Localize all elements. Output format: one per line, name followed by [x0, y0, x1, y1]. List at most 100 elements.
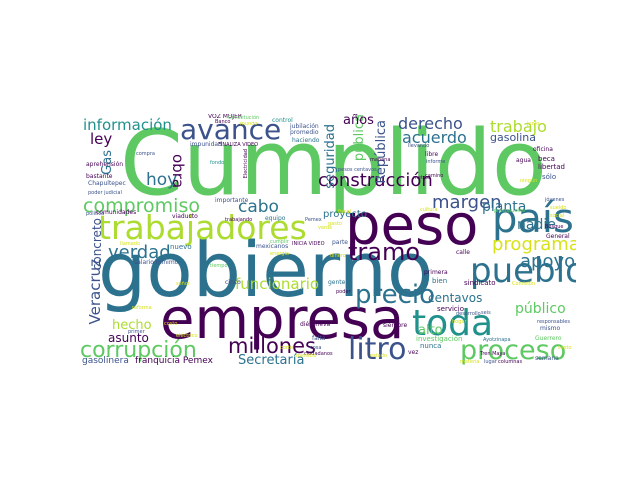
word: libertad	[538, 163, 565, 171]
word: Tren Maya	[480, 351, 506, 357]
word: ministro	[296, 353, 317, 359]
word: falta	[312, 335, 326, 342]
word: planta	[482, 199, 527, 215]
word: trabajadores	[98, 208, 307, 247]
word: primer	[128, 329, 145, 335]
word: informe	[426, 159, 446, 165]
word: vez	[408, 349, 419, 356]
word: trabajando	[225, 217, 253, 223]
word: margen	[432, 192, 502, 213]
word: desarrollo	[456, 311, 481, 317]
word: nadie	[517, 217, 556, 233]
word: siempre	[383, 322, 408, 329]
word: semana	[535, 355, 559, 362]
word: corte	[280, 345, 293, 351]
word: ciudadanos	[304, 351, 333, 357]
word: diéselleva	[300, 321, 331, 328]
word: oficina	[533, 146, 553, 153]
word: acuerdo	[402, 128, 467, 147]
word: derecho	[398, 114, 463, 133]
word: Chapultepec	[88, 180, 126, 187]
word: República	[374, 120, 389, 184]
word: hoy	[146, 170, 178, 190]
word: proyecto	[323, 209, 367, 220]
word: obra	[169, 154, 187, 189]
word: cultura	[420, 207, 438, 213]
word: llamado	[120, 241, 141, 247]
word: tiempo	[210, 263, 228, 269]
word: compra	[136, 151, 155, 157]
word: presupuesto	[494, 208, 526, 214]
word: beca	[538, 155, 555, 163]
word: dinero	[330, 253, 346, 259]
word: materia	[460, 359, 480, 365]
word: lugar	[484, 359, 497, 365]
word-cloud: Cumplido gobierno empresa peso trabajado…	[80, 114, 576, 367]
word: verde	[318, 225, 333, 231]
word: responsables	[537, 319, 570, 325]
word: columnas	[498, 359, 523, 365]
word: investigación	[416, 335, 463, 343]
word: fondo	[210, 160, 225, 166]
word: gasolinera	[82, 356, 129, 366]
word: calle	[456, 249, 471, 256]
word: sexto	[558, 345, 572, 351]
word: sindicato	[464, 279, 496, 287]
word: apoyo	[520, 251, 576, 272]
word: público	[515, 301, 566, 317]
word: compromiso	[83, 195, 200, 217]
word: mundo	[240, 121, 258, 127]
word: gente	[328, 279, 346, 286]
word: señor	[176, 281, 190, 287]
word: fiscal	[338, 209, 351, 215]
word: viaducto	[172, 213, 198, 220]
word: energía	[270, 251, 289, 257]
word: cosa	[310, 345, 322, 351]
word: ley	[90, 130, 113, 148]
word: mismo	[540, 325, 561, 332]
word: metros	[413, 175, 431, 181]
word: junio	[527, 121, 540, 127]
word: hogar	[452, 319, 467, 325]
word: cabo	[238, 197, 279, 217]
word: precio	[355, 280, 436, 310]
word: agua	[516, 157, 531, 164]
word: seis	[481, 310, 491, 316]
word: estado	[370, 353, 387, 359]
word: seguridad	[323, 124, 338, 189]
word: sueldo	[550, 205, 567, 211]
word: Constitución	[228, 115, 260, 121]
word: Electricidad	[243, 149, 249, 179]
word: eléctrico	[176, 333, 198, 339]
word: política	[86, 211, 105, 217]
word: millones	[228, 334, 316, 358]
word: años	[343, 114, 374, 128]
word: reforma	[132, 305, 152, 311]
word: centavos	[428, 291, 483, 305]
word: franquicia Pemex	[135, 356, 213, 366]
word: equipo	[265, 215, 286, 222]
word: gobierno	[98, 225, 434, 314]
word: cumplir	[270, 239, 289, 245]
word: funcionario	[235, 275, 320, 293]
word: bien	[432, 277, 448, 285]
word: gasto	[328, 221, 342, 227]
word: aprehensión	[86, 161, 124, 168]
word: parte	[332, 239, 348, 246]
word: haciendo	[292, 137, 320, 144]
word: costo	[164, 321, 178, 327]
word: construcción	[318, 170, 433, 191]
word: Bosque	[545, 224, 564, 230]
word: salario mínimo	[134, 259, 179, 266]
word: pueblo	[470, 251, 576, 291]
word: Guerrero	[535, 335, 562, 342]
word: avance	[180, 114, 282, 146]
word: pesos centavos	[338, 167, 377, 173]
word: nuevo	[170, 243, 192, 251]
word: mexicanos	[256, 243, 289, 250]
word: programa	[492, 234, 576, 255]
word: servicio	[437, 305, 464, 313]
word: país	[492, 196, 574, 242]
word: hecho	[112, 318, 152, 333]
